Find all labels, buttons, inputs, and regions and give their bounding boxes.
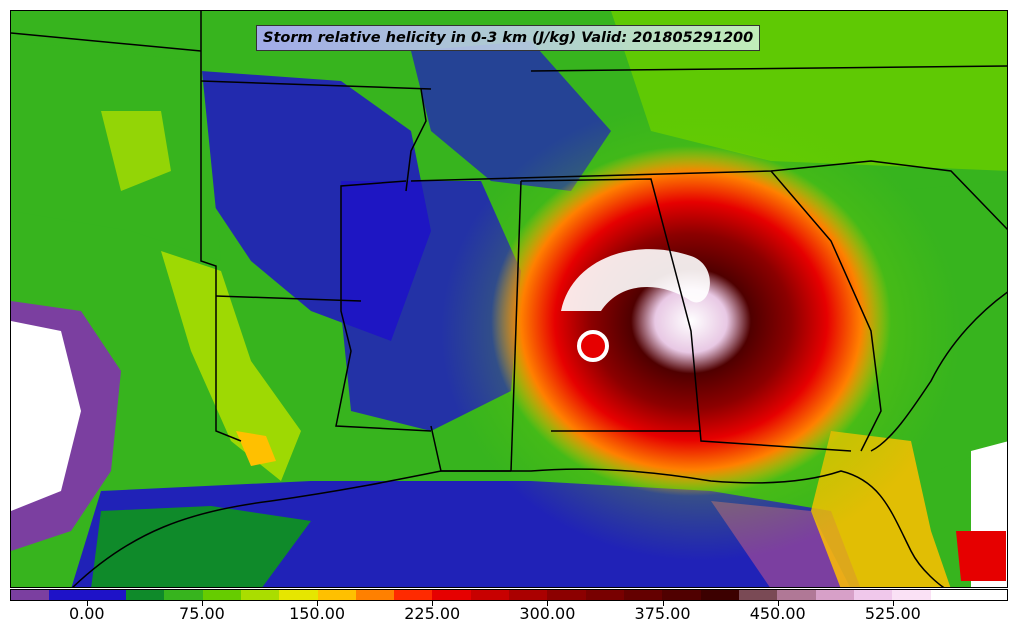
- colorbar-segment: [585, 590, 624, 600]
- colorbar-tick: [317, 601, 319, 606]
- colorbar-tick: [86, 601, 88, 606]
- texas-orange-patch: [236, 431, 276, 466]
- colorbar-tick: [892, 601, 894, 606]
- colorbar-tick-label: 525.00: [864, 604, 921, 623]
- storm-white-band: [561, 249, 710, 311]
- colorbar-segment: [394, 590, 433, 600]
- colorbar-segment: [700, 590, 739, 600]
- northwest-yellow: [101, 111, 171, 191]
- colorbar-segment: [968, 590, 1008, 600]
- helicity-map: [11, 11, 1007, 587]
- colorbar-segment: [317, 590, 356, 600]
- southeast-red-patch: [956, 531, 1006, 581]
- gulf-green: [91, 506, 311, 587]
- colorbar-segment: [892, 590, 931, 600]
- boundary-line: [510, 180, 522, 472]
- coastline: [870, 291, 1007, 452]
- boundary-line: [335, 180, 432, 432]
- boundary-line: [215, 295, 362, 302]
- colorbar-tick: [201, 601, 203, 606]
- boundary-line: [410, 160, 1007, 231]
- map-title: Storm relative helicity in 0-3 km (J/kg)…: [256, 25, 761, 51]
- colorbar-tick-label: 225.00: [404, 604, 461, 623]
- colorbar-segment: [662, 590, 701, 600]
- colorbar-tick: [777, 601, 779, 606]
- colorbar-tick-label: 300.00: [519, 604, 576, 623]
- colorbar-segment: [164, 590, 203, 600]
- colorbar-tick-label: 450.00: [749, 604, 806, 623]
- boundary-line: [405, 88, 427, 192]
- colorbar-segment: [355, 590, 395, 600]
- west-white-patch: [11, 321, 81, 511]
- colorbar-segment: [930, 590, 969, 600]
- storm-system: [441, 101, 961, 561]
- colorbar-segment: [777, 590, 816, 600]
- map-panel: Storm relative helicity in 0-3 km (J/kg)…: [10, 10, 1008, 588]
- colorbar-segment: [11, 590, 50, 600]
- colorbar-tick-label: 0.00: [68, 604, 105, 623]
- colorbar-segment: [815, 590, 854, 600]
- colorbar: [10, 589, 1008, 601]
- colorbar-segment: [624, 590, 663, 600]
- texas-yellow-band: [161, 251, 301, 481]
- boundary-line: [200, 11, 242, 442]
- boundaries: [11, 11, 1007, 587]
- storm-eye: [577, 330, 609, 362]
- colorbar-labels: 0.00 75.00 150.00 225.00 300.00 375.00 450.00 5…: [10, 601, 1008, 629]
- colorbar-segment: [509, 590, 548, 600]
- boundary-line: [200, 80, 432, 90]
- coastline: [72, 468, 945, 587]
- colorbar-segment: [432, 590, 471, 600]
- colorbar-tick-label: 75.00: [179, 604, 225, 623]
- colorbar-segment: [49, 590, 88, 600]
- colorbar-segment: [279, 590, 318, 600]
- colorbar-tick: [662, 601, 664, 606]
- colorbar-segment: [470, 590, 510, 600]
- colorbar-tick-label: 150.00: [289, 604, 346, 623]
- colorbar-segment: [87, 590, 126, 600]
- colorbar-segment: [125, 590, 165, 600]
- storm-core: [491, 146, 891, 496]
- colorbar-segment: [202, 590, 241, 600]
- colorbar-segment: [240, 590, 280, 600]
- colorbar-tick: [432, 601, 434, 606]
- boundary-line: [11, 32, 202, 52]
- colorbar-segment: [853, 590, 893, 600]
- colorbar-tick-label: 375.00: [634, 604, 691, 623]
- boundary-line: [530, 65, 1007, 72]
- boundary-line: [520, 178, 852, 452]
- colorbar-segment: [547, 590, 586, 600]
- boundary-line: [770, 170, 882, 452]
- colorbar-tick: [547, 601, 549, 606]
- colorbar-segment: [738, 590, 778, 600]
